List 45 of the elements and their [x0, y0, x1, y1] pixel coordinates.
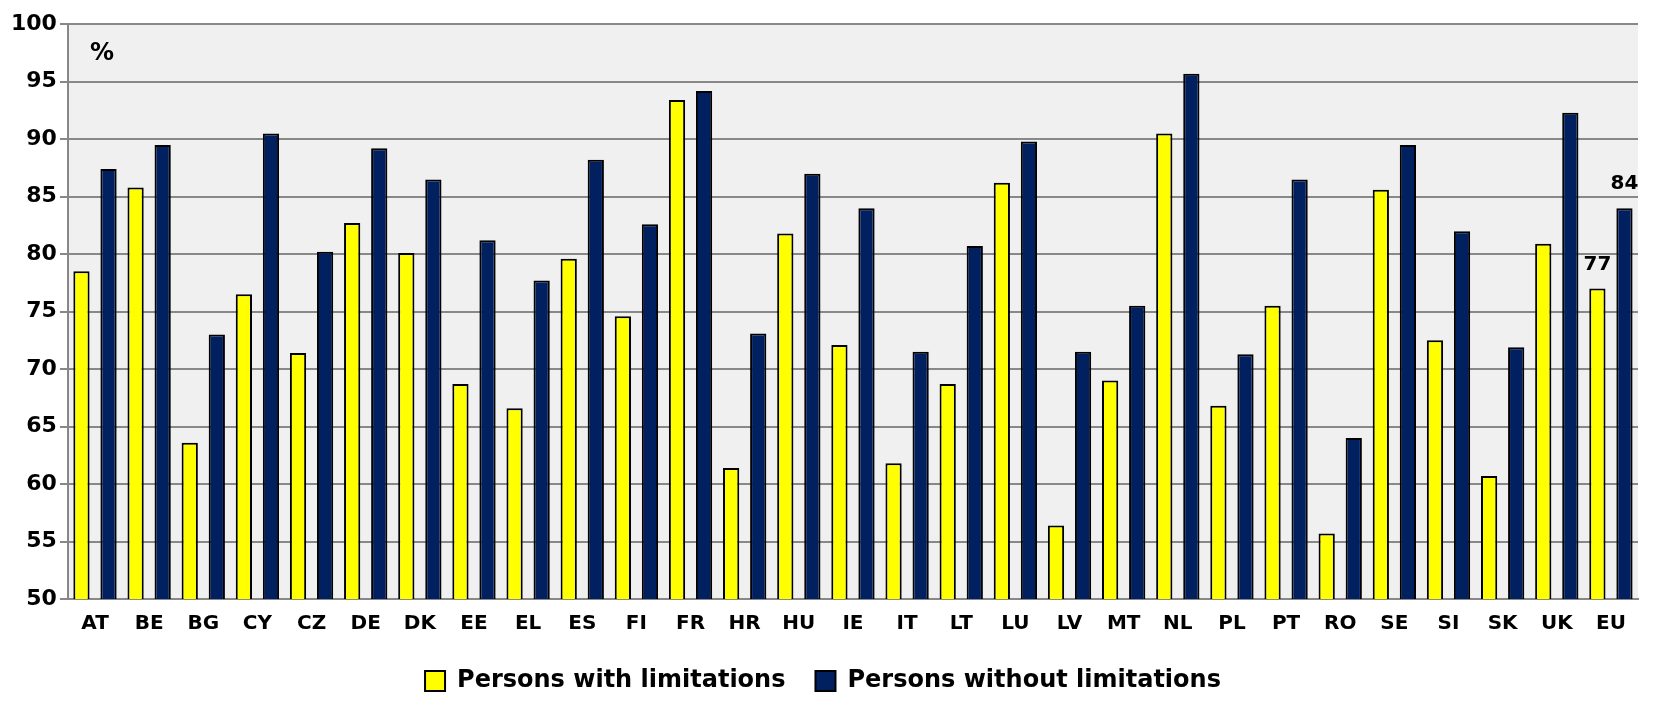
x-tick-label: IE: [842, 610, 864, 635]
x-tick-label: ES: [568, 610, 597, 635]
y-tick-label: 80: [26, 239, 57, 265]
x-tick-label: EE: [460, 610, 488, 635]
x-tick-label: MT: [1106, 610, 1141, 635]
y-tick-label: 75: [26, 297, 57, 323]
x-tick-label: HU: [782, 610, 816, 635]
x-tick-label: FI: [625, 610, 647, 635]
x-tick-label: IT: [896, 610, 918, 635]
x-tick-label: EU: [1595, 610, 1626, 635]
y-tick-label: 85: [26, 182, 57, 208]
y-tick-label: 60: [26, 469, 57, 495]
x-tick-label: SE: [1380, 610, 1409, 635]
y-tick-label: 90: [26, 124, 57, 150]
x-tick-label: BG: [187, 610, 220, 635]
x-tick-label: EL: [514, 610, 542, 635]
x-tick-label: DE: [350, 610, 381, 635]
y-tick-label: 65: [26, 412, 57, 438]
x-tick-label: SK: [1487, 610, 1520, 635]
x-tick-label: HR: [728, 610, 761, 635]
x-tick-label: LU: [1001, 610, 1030, 635]
y-tick-label: 95: [26, 67, 57, 93]
x-tick-label: LT: [949, 610, 974, 635]
data-label: 77: [1583, 250, 1612, 275]
x-tick-label: DK: [403, 610, 438, 635]
x-tick-label: UK: [1540, 610, 1575, 635]
y-tick-label: 70: [26, 354, 57, 380]
x-tick-label: RO: [1324, 610, 1357, 635]
x-tick-label: NL: [1163, 610, 1193, 635]
x-tick-label: AT: [81, 610, 110, 635]
x-tick-label: CY: [242, 610, 273, 635]
legend-label: Persons without limitations: [847, 665, 1221, 694]
x-tick-label: PT: [1271, 610, 1301, 635]
x-tick-label: CZ: [296, 610, 327, 635]
x-tick-label: LV: [1056, 610, 1083, 635]
x-tick-label: SI: [1437, 610, 1460, 635]
x-tick-label: BE: [134, 610, 164, 635]
data-label: 84: [1610, 170, 1639, 195]
y-tick-label: 50: [26, 584, 57, 610]
y-tick-label: 100: [10, 9, 57, 35]
x-tick-label: PL: [1218, 610, 1246, 635]
annotation: %: [89, 38, 114, 67]
x-tick-label: FR: [676, 610, 706, 635]
legend-label: Persons with limitations: [457, 665, 786, 694]
y-tick-label: 55: [26, 527, 57, 553]
